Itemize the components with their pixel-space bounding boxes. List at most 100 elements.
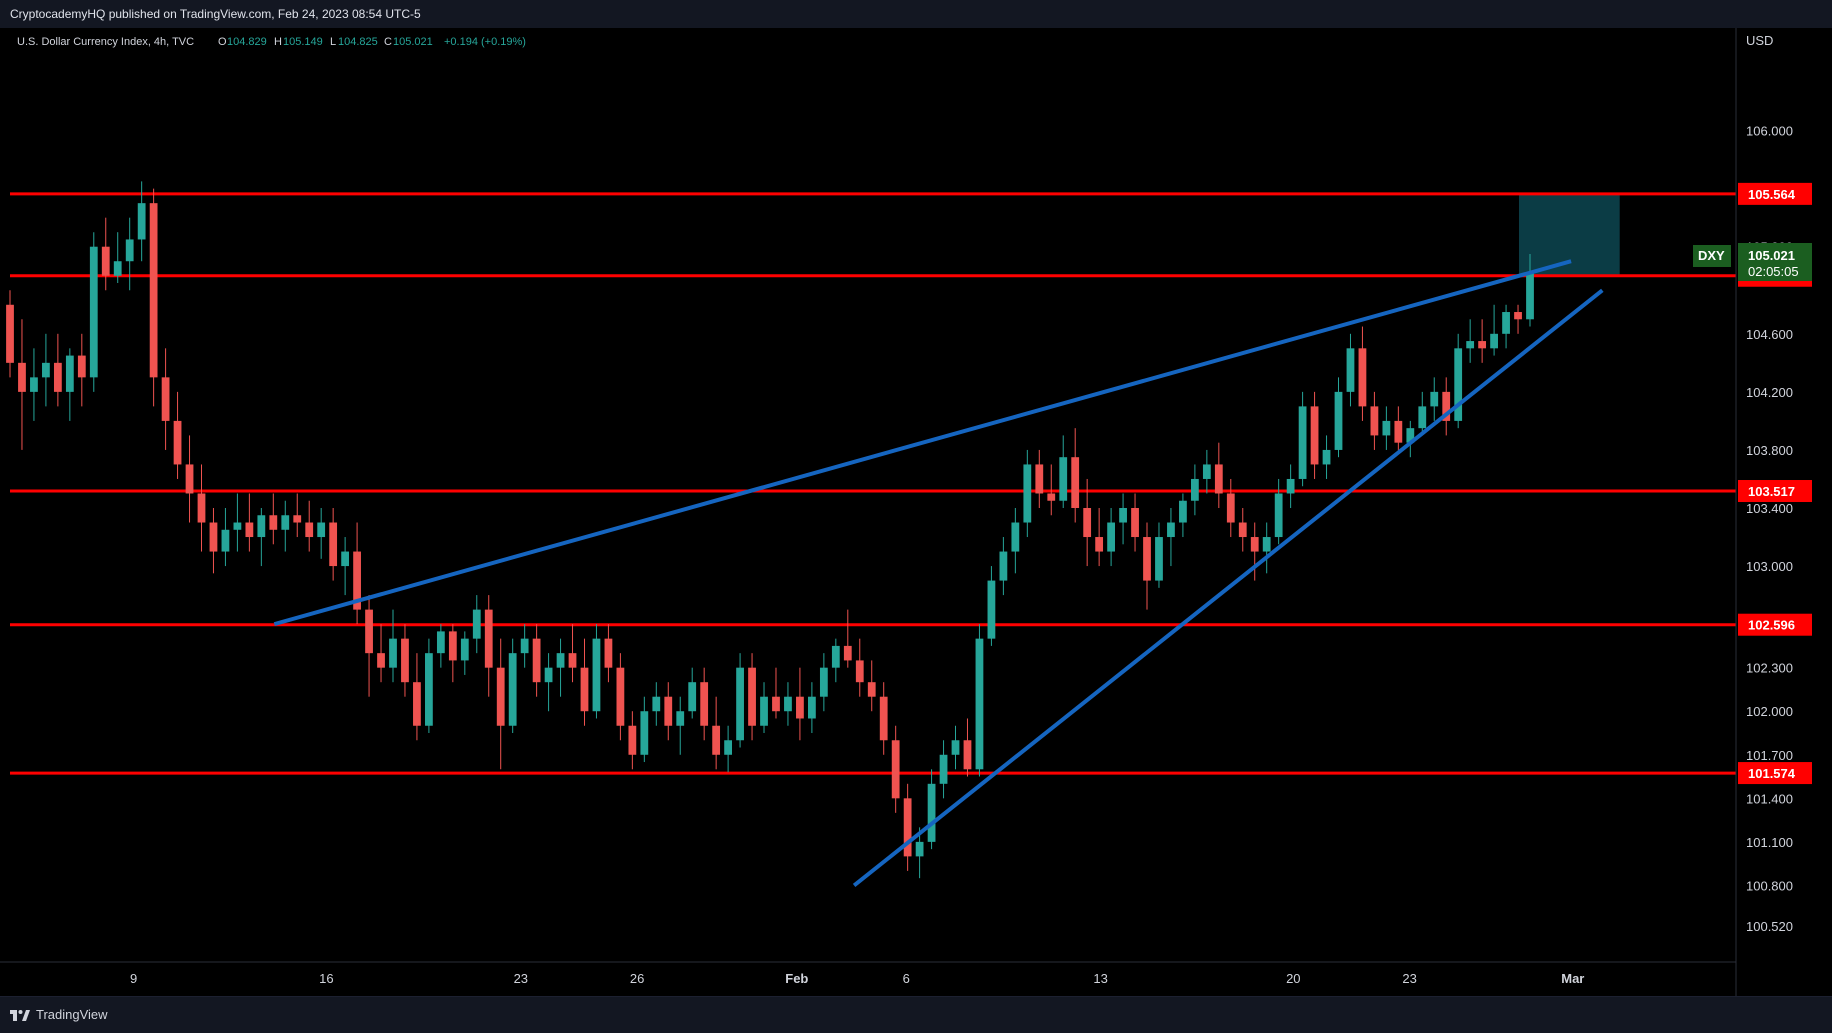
candle[interactable] (796, 667, 804, 741)
candle[interactable] (425, 638, 433, 733)
candle[interactable] (1011, 508, 1020, 574)
candle[interactable] (652, 682, 661, 726)
candlestick-chart[interactable]: U.S. Dollar Currency Index, 4h, TVC O 10… (0, 28, 1832, 996)
candle[interactable] (1298, 391, 1307, 487)
candle[interactable] (1310, 391, 1319, 479)
candle[interactable] (628, 711, 637, 770)
candle[interactable] (1430, 377, 1439, 421)
candle[interactable] (736, 653, 744, 748)
trend-line[interactable] (852, 288, 1604, 887)
candle[interactable] (436, 624, 445, 668)
candle[interactable] (77, 333, 86, 407)
candle[interactable] (580, 638, 589, 726)
candle[interactable] (1466, 319, 1475, 363)
candle[interactable] (305, 500, 314, 552)
candle[interactable] (556, 638, 565, 697)
candle[interactable] (951, 725, 960, 770)
candle[interactable] (1214, 442, 1223, 508)
candle[interactable] (975, 624, 984, 777)
candle[interactable] (245, 493, 254, 552)
candle[interactable] (712, 696, 721, 770)
candle[interactable] (413, 653, 421, 741)
candle[interactable] (808, 682, 816, 733)
candle[interactable] (1119, 493, 1127, 545)
candle[interactable] (1250, 522, 1259, 581)
candle[interactable] (1286, 464, 1295, 508)
candle[interactable] (1334, 377, 1343, 458)
candle[interactable] (1274, 478, 1283, 545)
candle[interactable] (1155, 522, 1163, 588)
candle[interactable] (508, 638, 517, 733)
candle[interactable] (1047, 464, 1056, 516)
candle[interactable] (1478, 319, 1487, 363)
candle[interactable] (688, 667, 697, 719)
candle[interactable] (496, 638, 505, 770)
candle[interactable] (1083, 478, 1092, 567)
candle[interactable] (6, 290, 14, 378)
candle[interactable] (18, 319, 26, 450)
candle[interactable] (532, 624, 541, 697)
candle[interactable] (1238, 508, 1247, 552)
candle[interactable] (724, 725, 732, 773)
candle[interactable] (149, 188, 158, 407)
candle[interactable] (65, 348, 74, 421)
candle[interactable] (197, 464, 206, 552)
candle[interactable] (161, 348, 170, 450)
candle[interactable] (173, 391, 182, 479)
candle[interactable] (353, 522, 361, 625)
candle[interactable] (664, 682, 673, 741)
candle[interactable] (293, 493, 302, 538)
candle[interactable] (999, 537, 1008, 596)
tradingview-logo[interactable]: TradingView (10, 1007, 108, 1022)
candle[interactable] (329, 508, 338, 581)
candle[interactable] (987, 566, 996, 646)
chart-area[interactable]: U.S. Dollar Currency Index, 4h, TVC O 10… (0, 28, 1832, 996)
candle[interactable] (257, 508, 266, 567)
candle[interactable] (616, 653, 625, 741)
candle[interactable] (604, 624, 613, 683)
candle[interactable] (209, 508, 218, 574)
candle[interactable] (1059, 435, 1068, 508)
candle[interactable] (891, 725, 900, 813)
candle[interactable] (1526, 253, 1534, 327)
candle[interactable] (676, 696, 685, 755)
candle[interactable] (1107, 508, 1115, 567)
candle[interactable] (89, 232, 98, 392)
candle[interactable] (1322, 435, 1331, 479)
candle[interactable] (221, 508, 230, 567)
candle[interactable] (1226, 478, 1235, 538)
candle[interactable] (472, 595, 481, 654)
candle[interactable] (1167, 508, 1175, 567)
candle[interactable] (1442, 377, 1451, 436)
candle[interactable] (544, 653, 553, 712)
candle[interactable] (1502, 304, 1510, 349)
candle[interactable] (748, 653, 756, 741)
candle[interactable] (281, 500, 290, 552)
candle[interactable] (700, 667, 709, 741)
candle[interactable] (1370, 391, 1379, 450)
candle[interactable] (1143, 522, 1151, 610)
candle[interactable] (448, 624, 457, 683)
candle[interactable] (592, 624, 601, 719)
candle[interactable] (269, 493, 278, 545)
candle[interactable] (1514, 304, 1522, 334)
candle[interactable] (365, 595, 373, 697)
candle[interactable] (1358, 326, 1367, 421)
candle[interactable] (1131, 493, 1139, 552)
candle[interactable] (137, 181, 146, 262)
candle[interactable] (1394, 406, 1403, 450)
trend-line[interactable] (273, 259, 1572, 627)
candle[interactable] (772, 667, 780, 719)
candle[interactable] (1095, 508, 1104, 567)
candle[interactable] (101, 217, 110, 291)
candle[interactable] (1406, 420, 1415, 458)
candle[interactable] (460, 631, 469, 675)
candle[interactable] (185, 435, 194, 523)
candle[interactable] (1071, 428, 1080, 523)
candle[interactable] (42, 333, 50, 407)
candle[interactable] (760, 682, 768, 733)
candle[interactable] (1490, 304, 1498, 356)
candle[interactable] (1262, 522, 1271, 574)
candle[interactable] (377, 624, 385, 683)
time-axis[interactable]: 9 16 23 26 Feb 6 13 20 23 Mar (130, 971, 1584, 986)
